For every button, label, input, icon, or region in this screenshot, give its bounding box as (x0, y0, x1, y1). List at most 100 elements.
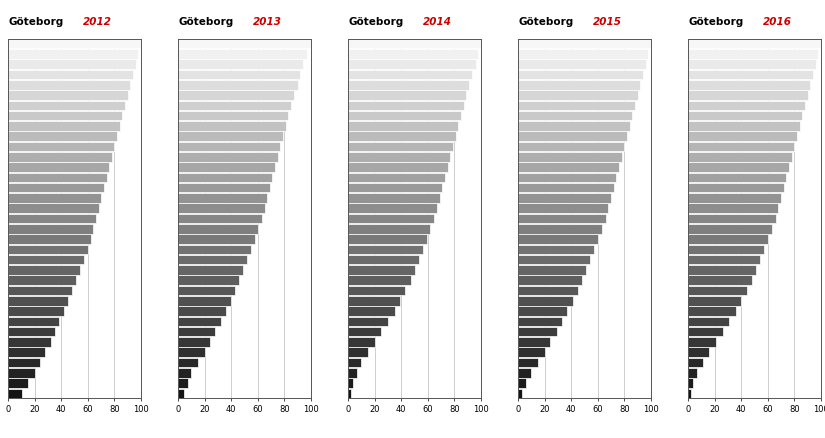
Bar (688, 245, 764, 254)
Bar (8, 153, 112, 162)
Bar (178, 132, 283, 141)
Bar (8, 40, 141, 49)
Bar (348, 60, 476, 70)
Bar (348, 173, 446, 183)
Bar (8, 102, 125, 111)
Bar (688, 184, 784, 193)
Bar (518, 225, 601, 234)
Bar (688, 276, 752, 285)
Bar (8, 255, 84, 265)
Bar (348, 50, 478, 60)
Bar (8, 358, 40, 367)
Bar (8, 204, 98, 213)
Bar (688, 194, 781, 203)
Bar (518, 348, 544, 357)
Bar (8, 214, 96, 224)
Bar (8, 327, 54, 336)
Bar (178, 378, 187, 388)
Bar (348, 265, 414, 275)
Bar (518, 276, 582, 285)
Bar (8, 163, 109, 173)
Bar (518, 102, 635, 111)
Bar (688, 60, 816, 70)
Bar (178, 286, 235, 296)
Bar (348, 255, 418, 265)
Bar (518, 60, 646, 70)
Bar (178, 276, 239, 285)
Bar (688, 389, 691, 398)
Bar (8, 50, 139, 60)
Bar (688, 142, 794, 152)
Bar (688, 378, 693, 388)
Bar (178, 142, 280, 152)
Bar (348, 71, 472, 80)
Text: Göteborg: Göteborg (178, 17, 233, 27)
Text: 2016: 2016 (762, 17, 791, 27)
Bar (518, 40, 651, 49)
Bar (178, 91, 294, 101)
Bar (8, 337, 51, 347)
Bar (8, 389, 21, 398)
Bar (348, 40, 481, 49)
Bar (8, 348, 45, 357)
Bar (518, 184, 614, 193)
Bar (348, 142, 453, 152)
Bar (8, 317, 59, 326)
Bar (518, 91, 638, 101)
Bar (518, 389, 522, 398)
Bar (518, 132, 627, 141)
Bar (348, 276, 411, 285)
Bar (178, 245, 252, 254)
Bar (518, 327, 557, 336)
Bar (8, 378, 28, 388)
Bar (178, 163, 276, 173)
Bar (348, 245, 422, 254)
Text: Göteborg: Göteborg (8, 17, 64, 27)
Bar (688, 122, 799, 131)
Bar (688, 225, 771, 234)
Bar (348, 184, 442, 193)
Bar (8, 112, 122, 121)
Bar (518, 337, 550, 347)
Text: Göteborg: Göteborg (688, 17, 743, 27)
Bar (518, 317, 562, 326)
Bar (8, 245, 88, 254)
Bar (688, 102, 805, 111)
Bar (688, 214, 776, 224)
Bar (178, 153, 278, 162)
Bar (518, 235, 598, 244)
Bar (348, 317, 388, 326)
Text: Göteborg: Göteborg (348, 17, 403, 27)
Bar (688, 307, 736, 316)
Text: 2012: 2012 (82, 17, 111, 27)
Bar (8, 276, 76, 285)
Bar (688, 265, 756, 275)
Bar (8, 297, 68, 306)
Bar (518, 112, 632, 121)
Bar (688, 235, 768, 244)
Bar (688, 173, 786, 183)
Bar (8, 307, 64, 316)
Bar (348, 91, 466, 101)
Bar (518, 358, 538, 367)
Bar (178, 337, 210, 347)
Text: Göteborg: Göteborg (518, 17, 573, 27)
Bar (8, 286, 72, 296)
Bar (688, 348, 710, 357)
Bar (348, 153, 450, 162)
Text: 2013: 2013 (252, 17, 281, 27)
Bar (518, 255, 590, 265)
Bar (8, 91, 128, 101)
Bar (518, 153, 622, 162)
Bar (518, 368, 531, 378)
Bar (178, 358, 198, 367)
Bar (688, 255, 760, 265)
Bar (518, 173, 616, 183)
Bar (348, 122, 459, 131)
Bar (178, 122, 285, 131)
Bar (348, 235, 427, 244)
Bar (688, 91, 808, 101)
Bar (178, 389, 183, 398)
Bar (518, 297, 573, 306)
Bar (8, 132, 117, 141)
